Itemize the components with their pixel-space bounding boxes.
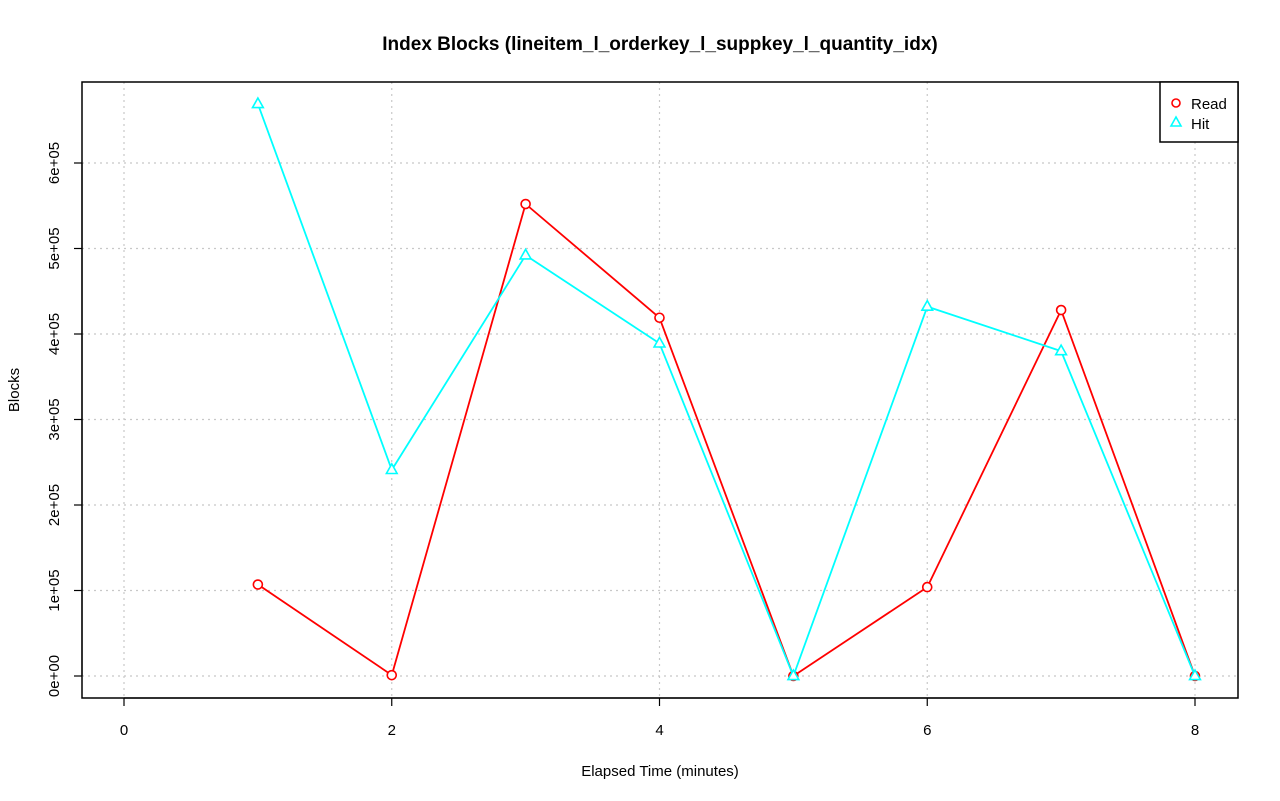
- point-read-1: [386, 669, 398, 681]
- grid: [82, 82, 1238, 698]
- series-layer: [251, 96, 1202, 682]
- legend-box: [1159, 81, 1239, 143]
- x-axis: 0 2 4 6 8: [120, 697, 1199, 739]
- legend-read-marker: [1171, 98, 1181, 108]
- x-tick-label-4: 8: [1191, 722, 1199, 739]
- y-tick-label-6: 6e+05: [46, 142, 63, 184]
- legend-hit-label: Hit: [1191, 116, 1210, 133]
- point-hit-2: [518, 247, 533, 260]
- point-hit-1: [385, 462, 399, 475]
- y-tick-label-1: 1e+05: [46, 569, 63, 611]
- point-hit-4: [786, 668, 801, 681]
- x-axis-label: Elapsed Time (minutes): [581, 763, 739, 780]
- series-line-hit: [257, 103, 1196, 677]
- point-read-0: [252, 579, 264, 590]
- y-tick-label-2: 2e+05: [46, 484, 63, 526]
- y-tick-label-3: 3e+05: [46, 398, 63, 440]
- y-tick-label-5: 5e+05: [46, 227, 63, 269]
- point-hit-5: [920, 298, 934, 312]
- series-line-read: [257, 203, 1196, 677]
- point-read-5: [921, 581, 933, 593]
- point-hit-0: [251, 96, 265, 109]
- x-tick-label-3: 6: [923, 722, 931, 739]
- y-tick-label-4: 4e+05: [46, 313, 63, 355]
- legend-hit-marker: [1169, 115, 1183, 127]
- point-hit-6: [1054, 343, 1068, 356]
- point-read-6: [1055, 304, 1067, 316]
- y-axis: 0e+00 1e+05 2e+05 3e+05 4e+05 5e+05 6e+05: [46, 142, 83, 697]
- chart-title: Index Blocks (lineitem_l_orderkey_l_supp…: [382, 34, 937, 55]
- point-hit-7: [1188, 668, 1202, 681]
- legend: Read Hit: [1159, 81, 1239, 143]
- x-tick-label-0: 0: [120, 722, 128, 739]
- y-axis-label: Blocks: [6, 368, 23, 412]
- point-hit-3: [652, 335, 667, 348]
- x-tick-label-2: 4: [655, 722, 663, 739]
- point-read-2: [520, 198, 531, 210]
- legend-read-label: Read: [1191, 96, 1227, 113]
- point-read-3: [654, 312, 665, 324]
- y-tick-label-0: 0e+00: [46, 655, 63, 697]
- x-tick-label-1: 2: [388, 722, 396, 739]
